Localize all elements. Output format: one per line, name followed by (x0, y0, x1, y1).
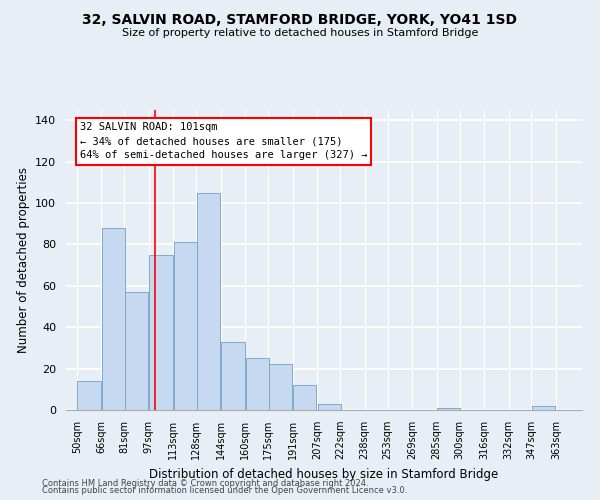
Bar (269, 364, 292, 410)
Bar (102, 228, 125, 410)
Text: Size of property relative to detached houses in Stamford Bridge: Size of property relative to detached ho… (122, 28, 478, 38)
Bar (125, 292, 148, 410)
Y-axis label: Number of detached properties: Number of detached properties (17, 167, 29, 353)
Bar (437, 408, 460, 410)
Bar (293, 385, 316, 410)
Bar (246, 358, 269, 410)
Text: Contains public sector information licensed under the Open Government Licence v3: Contains public sector information licen… (42, 486, 407, 495)
Bar (197, 193, 220, 410)
Text: 32 SALVIN ROAD: 101sqm
← 34% of detached houses are smaller (175)
64% of semi-de: 32 SALVIN ROAD: 101sqm ← 34% of detached… (80, 122, 367, 160)
Bar (318, 404, 341, 410)
Bar (532, 406, 556, 410)
Bar (149, 255, 173, 410)
Bar (77, 381, 101, 410)
Text: Contains HM Land Registry data © Crown copyright and database right 2024.: Contains HM Land Registry data © Crown c… (42, 478, 368, 488)
X-axis label: Distribution of detached houses by size in Stamford Bridge: Distribution of detached houses by size … (149, 468, 499, 480)
Bar (221, 342, 245, 410)
Bar (174, 242, 197, 410)
Text: 32, SALVIN ROAD, STAMFORD BRIDGE, YORK, YO41 1SD: 32, SALVIN ROAD, STAMFORD BRIDGE, YORK, … (83, 12, 517, 26)
